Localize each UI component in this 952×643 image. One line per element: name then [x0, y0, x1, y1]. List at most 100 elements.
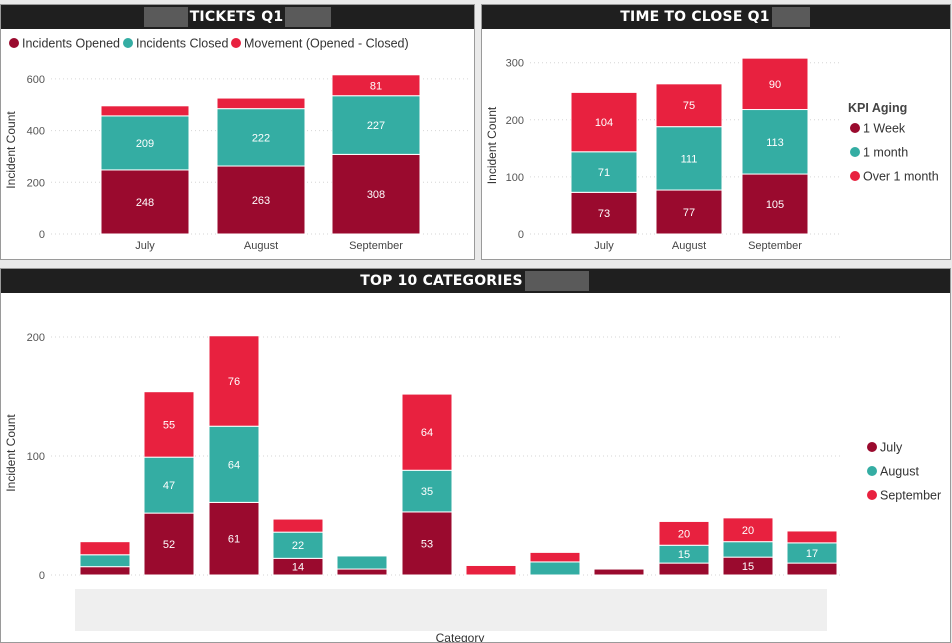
x-tick-label: July	[594, 240, 614, 252]
bar-segment	[786, 562, 838, 576]
bar-segment	[401, 511, 453, 576]
bar-segment	[741, 109, 809, 175]
bar-segment	[401, 393, 453, 471]
y-tick-label: 600	[27, 74, 45, 86]
time-to-close-title-bar: TIME TO CLOSE Q1	[482, 5, 950, 29]
bar-segment	[529, 551, 581, 563]
bar-segment	[216, 165, 306, 235]
legend-marker	[867, 442, 877, 452]
bar-segment	[79, 541, 131, 556]
x-tick-label: August	[672, 240, 706, 252]
bar-segment	[658, 520, 710, 546]
bar-segment	[658, 562, 710, 576]
tickets-q1-panel: TICKETS Q1 0 200 400 600 Incident Count 248 20…	[0, 4, 475, 260]
data-label: 20	[742, 525, 754, 537]
data-label: 263	[252, 195, 270, 207]
y-tick-label: 100	[506, 172, 524, 184]
time-to-close-title: TIME TO CLOSE Q1	[620, 9, 770, 25]
bar-segment	[722, 517, 774, 543]
data-label: 75	[683, 100, 695, 112]
time-to-close-panel: TIME TO CLOSE Q1 0 100 200 300 Incident Coun…	[481, 4, 951, 260]
data-label: 73	[598, 208, 610, 220]
bar-segment	[570, 151, 638, 193]
y-tick-label: 0	[39, 229, 45, 241]
y-axis-label: Incident Count	[4, 414, 18, 492]
bar-segment	[143, 456, 195, 514]
bar-segment	[100, 105, 190, 117]
data-label: 227	[367, 120, 385, 132]
bar-segment	[208, 335, 260, 427]
data-label: 90	[769, 79, 781, 91]
y-axis-label: Incident Count	[4, 111, 18, 189]
x-tick-label: September	[748, 240, 802, 252]
legend-label: September	[880, 489, 941, 503]
legend-marker	[850, 123, 860, 133]
data-label: 17	[806, 548, 818, 560]
y-tick-label: 0	[518, 229, 524, 241]
legend-label: August	[880, 465, 919, 479]
bar-segment	[741, 57, 809, 111]
bar-segment	[529, 561, 581, 576]
legend-label: Incidents Closed	[136, 37, 228, 51]
y-tick-label: 300	[506, 58, 524, 70]
bar-segment	[331, 153, 421, 235]
bar-segment	[741, 173, 809, 235]
data-label: 248	[136, 197, 154, 209]
legend-label: Movement (Opened - Closed)	[244, 37, 409, 51]
bar-segment	[401, 469, 453, 513]
data-label: 104	[595, 117, 613, 129]
legend-marker	[867, 490, 877, 500]
legend-title: KPI Aging	[848, 101, 907, 115]
y-tick-label: 400	[27, 126, 45, 138]
data-label: 20	[678, 528, 690, 540]
bar-segment	[570, 191, 638, 235]
top10-title-bar: TOP 10 CATEGORIES	[1, 269, 950, 293]
legend-marker	[231, 38, 241, 48]
data-label: 61	[228, 534, 240, 546]
data-label: 76	[228, 376, 240, 388]
legend-label: 1 Week	[863, 122, 906, 136]
y-tick-label: 200	[27, 177, 45, 189]
bar-segment	[465, 564, 517, 576]
bar-segment	[272, 531, 324, 559]
legend-marker	[850, 147, 860, 157]
redacted-block	[285, 7, 332, 27]
data-label: 209	[136, 138, 154, 150]
bar-segment	[143, 391, 195, 458]
data-label: 77	[683, 207, 695, 219]
top10-categories-chart: 0 100 200 Incident Count 52 47 55 61 64 76 14 22 53 3…	[4, 332, 941, 643]
data-label: 22	[292, 540, 304, 552]
data-label: 81	[370, 80, 382, 92]
bar-segment	[208, 425, 260, 503]
data-label: 14	[292, 562, 304, 574]
bar-segment	[100, 169, 190, 235]
y-tick-label: 200	[506, 115, 524, 127]
data-label: 47	[163, 480, 175, 492]
data-label: 15	[742, 561, 754, 573]
data-label: 71	[598, 167, 610, 179]
legend-marker	[850, 171, 860, 181]
data-label: 64	[421, 427, 433, 439]
data-label: 308	[367, 189, 385, 201]
legend-label: Over 1 month	[863, 170, 939, 184]
bar-segment	[79, 554, 131, 568]
bar-segment	[786, 530, 838, 544]
y-tick-label: 200	[27, 332, 45, 344]
data-label: 55	[163, 419, 175, 431]
x-axis-label: Category	[436, 631, 485, 643]
data-label: 15	[678, 549, 690, 561]
top10-categories-panel: TOP 10 CATEGORIES 0 100 200 Incident Count 5…	[0, 268, 951, 643]
legend-label: 1 month	[863, 146, 908, 160]
data-label: 35	[421, 486, 433, 498]
legend-marker	[867, 466, 877, 476]
bar-segment	[143, 512, 195, 576]
tickets-q1-title: TICKETS Q1	[189, 9, 284, 25]
bar-segment	[722, 541, 774, 558]
bar-segment	[216, 108, 306, 167]
data-label: 222	[252, 132, 270, 144]
top10-title: TOP 10 CATEGORIES	[360, 273, 523, 289]
category-labels-band	[75, 589, 827, 631]
y-axis-label: Incident Count	[485, 106, 499, 184]
bar-segment	[655, 126, 723, 191]
bar-segment	[331, 74, 421, 97]
